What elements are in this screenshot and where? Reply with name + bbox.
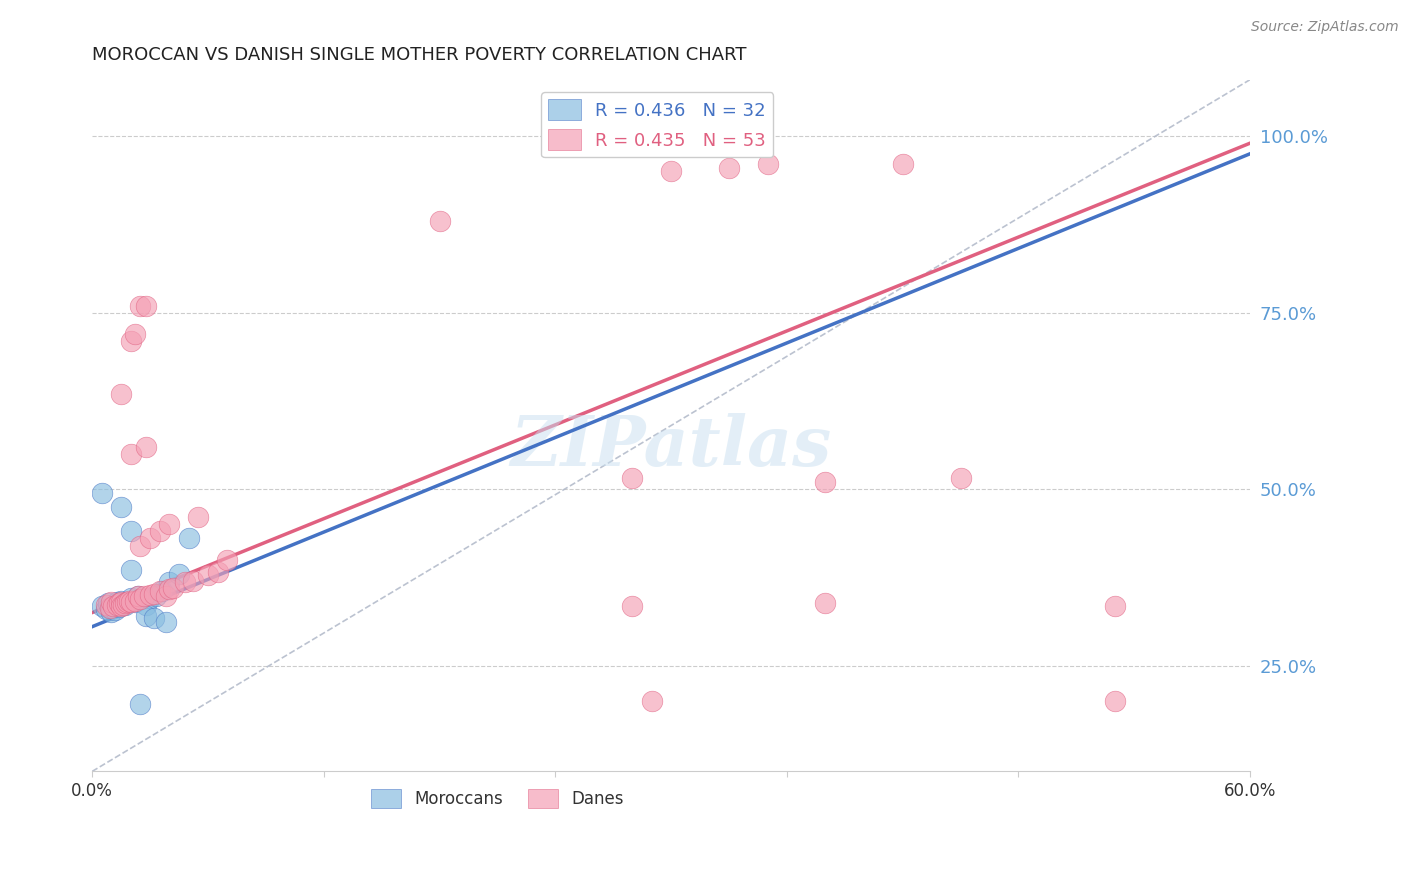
Point (114, 596, 136, 610)
Point (429, 214, 451, 228)
Point (814, 596, 837, 610)
Point (142, 586, 165, 600)
Point (120, 447, 142, 461)
Text: MOROCCAN VS DANISH SINGLE MOTHER POVERTY CORRELATION CHART: MOROCCAN VS DANISH SINGLE MOTHER POVERTY… (93, 46, 747, 64)
Point (134, 590, 156, 604)
Point (124, 593, 146, 607)
Point (127, 590, 149, 604)
Point (112, 598, 135, 612)
Point (155, 590, 177, 604)
Point (157, 582, 180, 597)
Point (115, 595, 138, 609)
Point (120, 591, 142, 605)
Point (167, 566, 190, 581)
Point (197, 568, 219, 582)
Point (105, 595, 128, 609)
Point (177, 532, 200, 546)
Point (112, 596, 135, 610)
Point (108, 596, 131, 610)
Point (181, 574, 204, 588)
Point (641, 694, 664, 708)
Point (1104, 599, 1126, 613)
Point (110, 386, 132, 401)
Point (129, 698, 152, 712)
Point (94, 598, 117, 612)
Point (139, 532, 162, 546)
Point (756, 157, 779, 171)
Point (149, 583, 172, 598)
Point (100, 595, 122, 609)
Point (139, 591, 162, 605)
Point (118, 593, 141, 607)
Point (621, 599, 644, 613)
Point (621, 471, 644, 485)
Point (127, 590, 149, 604)
Point (129, 592, 152, 607)
Point (135, 440, 157, 454)
Point (100, 605, 122, 619)
Point (120, 595, 142, 609)
Text: ZIPatlas: ZIPatlas (510, 412, 832, 480)
Point (207, 566, 229, 580)
Point (100, 602, 122, 616)
Point (110, 595, 132, 609)
Point (110, 593, 132, 607)
Point (94, 602, 117, 616)
Point (104, 603, 127, 617)
Point (135, 609, 157, 624)
Point (129, 592, 152, 607)
Point (90, 599, 112, 613)
Point (891, 157, 914, 171)
Point (110, 599, 132, 614)
Point (157, 575, 180, 590)
Point (814, 475, 837, 489)
Point (145, 590, 167, 604)
Point (659, 164, 682, 178)
Point (105, 598, 128, 612)
Point (717, 161, 740, 175)
Point (108, 599, 131, 614)
Point (120, 524, 142, 539)
Point (155, 615, 177, 629)
Point (142, 610, 165, 624)
Point (162, 581, 184, 595)
Point (100, 600, 122, 615)
Point (110, 500, 132, 514)
Point (150, 584, 173, 599)
Point (120, 563, 142, 577)
Point (98, 600, 121, 615)
Point (1104, 694, 1126, 708)
Point (139, 588, 162, 602)
Point (173, 575, 195, 590)
Point (135, 598, 157, 612)
Point (90, 485, 112, 500)
Text: Source: ZipAtlas.com: Source: ZipAtlas.com (1251, 20, 1399, 34)
Legend: Moroccans, Danes: Moroccans, Danes (364, 782, 630, 815)
Point (949, 471, 972, 485)
Point (187, 510, 209, 524)
Point (157, 517, 180, 532)
Point (114, 598, 136, 612)
Point (217, 552, 239, 566)
Point (129, 299, 152, 313)
Point (149, 524, 172, 539)
Point (97, 596, 120, 610)
Point (115, 595, 138, 609)
Point (124, 326, 146, 341)
Point (103, 599, 125, 614)
Point (124, 595, 146, 609)
Point (129, 539, 152, 553)
Point (135, 299, 157, 313)
Point (120, 334, 142, 348)
